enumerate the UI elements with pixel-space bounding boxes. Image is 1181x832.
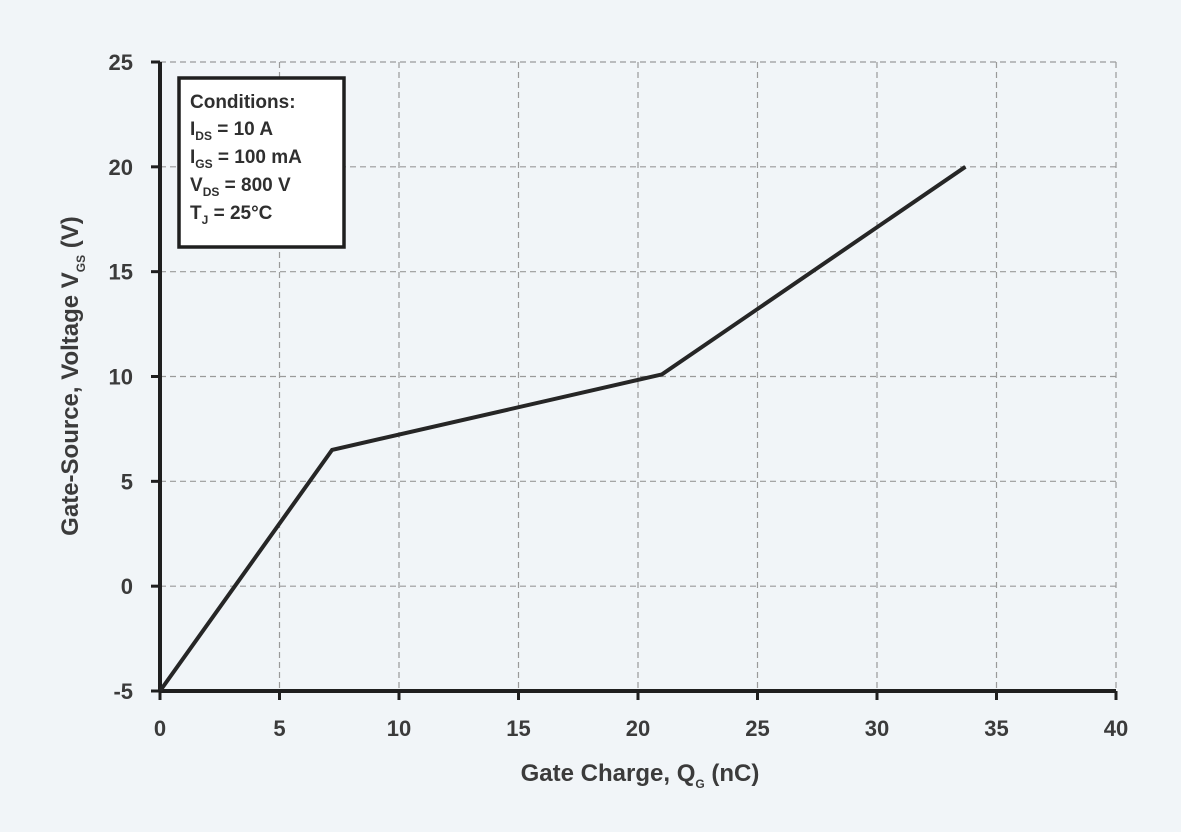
- condition-igs: IGS = 100 mA: [190, 147, 302, 171]
- y-axis-title: Gate-Source, Voltage VGS (V): [57, 216, 88, 536]
- x-tick-label: 15: [506, 716, 530, 741]
- conditions-box-border: [177, 76, 346, 249]
- tick-labels: 0 5 10 15 20 25 30 35 40 -5 0 5 10 15 20 25: [109, 50, 1129, 741]
- y-tick-label: 25: [109, 50, 133, 75]
- y-tick-label: 20: [109, 155, 133, 180]
- x-axis-title: Gate Charge, QG (nC): [521, 760, 760, 791]
- y-tick-label: 10: [109, 365, 133, 390]
- x-tick-label: 5: [273, 716, 285, 741]
- series-layer: [158, 165, 967, 693]
- condition-tj: TJ = 25°C: [190, 203, 273, 227]
- y-tick-label: 5: [121, 469, 133, 494]
- axes: [151, 60, 1118, 700]
- condition-vds: VDS = 800 V: [190, 175, 291, 199]
- x-tick-label: 40: [1104, 716, 1128, 741]
- x-tick-label: 30: [865, 716, 889, 741]
- y-tick-label: 0: [121, 574, 133, 599]
- y-tick-label: 15: [109, 260, 133, 285]
- x-tick-label: 25: [745, 716, 769, 741]
- conditions-box: Conditions: IDS = 10 A IGS = 100 mA VDS …: [177, 76, 346, 249]
- x-tick-label: 35: [984, 716, 1008, 741]
- x-tick-label: 10: [387, 716, 411, 741]
- y-tick-label: -5: [113, 679, 133, 704]
- gate-charge-curve: [158, 165, 967, 693]
- conditions-title: Conditions:: [190, 92, 296, 113]
- x-tick-label: 0: [154, 716, 166, 741]
- x-tick-label: 20: [626, 716, 650, 741]
- condition-ids: IDS = 10 A: [190, 119, 273, 143]
- grid: [160, 61, 1117, 691]
